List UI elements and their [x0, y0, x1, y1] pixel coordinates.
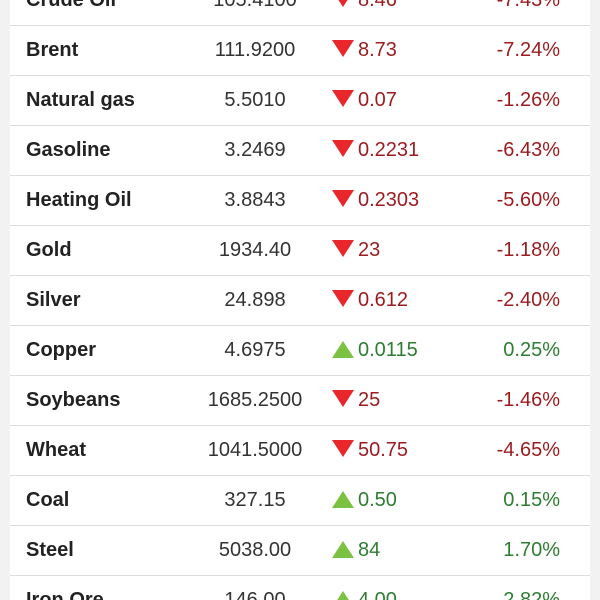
commodity-percent-change: 1.70%	[503, 539, 560, 561]
commodity-percent-change: 0.15%	[503, 489, 560, 511]
commodity-price: 3.2469	[224, 139, 286, 161]
commodity-price: 1934.40	[218, 239, 292, 261]
commodity-price: 146.00	[224, 589, 286, 600]
commodity-percent-change: -4.65%	[496, 439, 560, 461]
table-row[interactable]: Copper 4.6975 0.0115 0.25%	[10, 326, 590, 376]
commodity-name: Crude Oil	[26, 0, 117, 11]
commodity-name: Soybeans	[26, 389, 121, 411]
commodity-percent-change: -1.46%	[496, 389, 560, 411]
commodity-change: 0.50	[358, 489, 397, 511]
triangle-down-icon	[332, 0, 354, 7]
commodity-price: 1685.2500	[207, 389, 303, 411]
commodity-percent-change: 0.25%	[503, 339, 560, 361]
table-row[interactable]: Soybeans 1685.2500 25 -1.46%	[10, 376, 590, 426]
triangle-down-icon	[332, 240, 354, 257]
table-row[interactable]: Crude Oil 105.4100 8.46 -7.43%	[10, 0, 590, 26]
commodity-price: 1041.5000	[207, 439, 303, 461]
commodity-change: 84	[358, 539, 381, 561]
commodity-change: 0.612	[358, 289, 409, 311]
commodity-price: 5.5010	[224, 89, 286, 111]
commodity-name: Gold	[26, 239, 72, 261]
triangle-up-icon	[332, 541, 354, 558]
commodity-name: Natural gas	[26, 89, 135, 111]
commodity-name: Gasoline	[26, 139, 111, 161]
triangle-down-icon	[332, 90, 354, 107]
table-row[interactable]: Iron Ore 146.00 4.00 2.82%	[10, 576, 590, 600]
triangle-down-icon	[332, 290, 354, 307]
commodity-change: 4.00	[358, 589, 397, 600]
commodity-percent-change: 2.82%	[503, 589, 560, 600]
commodity-price: 4.6975	[224, 339, 286, 361]
triangle-up-icon	[332, 491, 354, 508]
commodity-change: 25	[358, 389, 381, 411]
commodity-change: 0.2231	[358, 139, 420, 161]
commodity-change: 0.07	[358, 89, 397, 111]
commodity-name: Copper	[26, 339, 96, 361]
commodity-change: 23	[358, 239, 381, 261]
triangle-up-icon	[332, 341, 354, 358]
commodity-price: 111.9200	[214, 39, 296, 61]
commodity-table: Crude Oil 105.4100 8.46 -7.43% Brent 111.9200…	[10, 0, 590, 600]
commodity-price: 105.4100	[213, 0, 297, 11]
table-row[interactable]: Gold 1934.40 23 -1.18%	[10, 226, 590, 276]
triangle-down-icon	[332, 440, 354, 457]
table-row[interactable]: Gasoline 3.2469 0.2231 -6.43%	[10, 126, 590, 176]
commodity-percent-change: -1.18%	[496, 239, 560, 261]
commodity-price: 24.898	[224, 289, 286, 311]
commodity-percent-change: -2.40%	[496, 289, 560, 311]
commodity-change: 0.2303	[358, 189, 420, 211]
commodity-percent-change: -1.26%	[496, 89, 560, 111]
table-row[interactable]: Natural gas 5.5010 0.07 -1.26%	[10, 76, 590, 126]
commodity-name: Brent	[26, 39, 79, 61]
commodity-percent-change: -7.24%	[496, 39, 560, 61]
triangle-down-icon	[332, 190, 354, 207]
triangle-down-icon	[332, 40, 354, 57]
commodity-name: Steel	[26, 539, 74, 561]
commodity-name: Heating Oil	[26, 189, 132, 211]
triangle-down-icon	[332, 390, 354, 407]
commodity-price: 327.15	[224, 489, 286, 511]
table-row[interactable]: Steel 5038.00 84 1.70%	[10, 526, 590, 576]
table-row[interactable]: Brent 111.9200 8.73 -7.24%	[10, 26, 590, 76]
commodity-price: 3.8843	[224, 189, 286, 211]
commodity-percent-change: -6.43%	[496, 139, 560, 161]
commodity-name: Coal	[26, 489, 70, 511]
commodity-percent-change: -5.60%	[496, 189, 560, 211]
commodity-price: 5038.00	[218, 539, 292, 561]
triangle-up-icon	[332, 591, 354, 600]
commodity-percent-change: -7.43%	[496, 0, 560, 11]
commodity-name: Wheat	[26, 439, 86, 461]
commodity-change: 0.0115	[358, 339, 418, 361]
commodity-change: 8.46	[358, 0, 397, 11]
table-row[interactable]: Heating Oil 3.8843 0.2303 -5.60%	[10, 176, 590, 226]
commodity-change: 8.73	[358, 39, 397, 61]
commodity-name: Silver	[26, 289, 81, 311]
commodity-name: Iron Ore	[26, 589, 104, 600]
commodity-change: 50.75	[358, 439, 409, 461]
table-row[interactable]: Silver 24.898 0.612 -2.40%	[10, 276, 590, 326]
table-row[interactable]: Coal 327.15 0.50 0.15%	[10, 476, 590, 526]
table-row[interactable]: Wheat 1041.5000 50.75 -4.65%	[10, 426, 590, 476]
triangle-down-icon	[332, 140, 354, 157]
